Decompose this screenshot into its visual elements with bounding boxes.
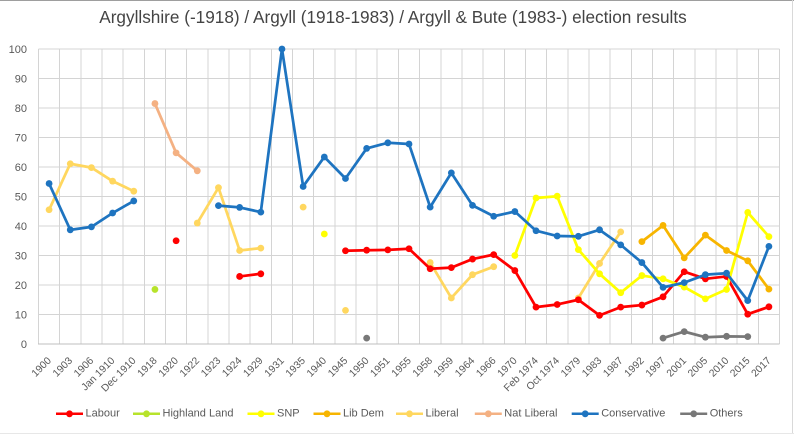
svg-text:80: 80 [15,103,27,115]
svg-text:90: 90 [15,73,27,85]
svg-text:Lib Dem: Lib Dem [343,408,384,420]
svg-text:0: 0 [21,339,27,351]
svg-text:SNP: SNP [277,408,300,420]
svg-text:50: 50 [15,191,27,203]
svg-text:10: 10 [15,309,27,321]
svg-text:20: 20 [15,280,27,292]
svg-text:30: 30 [15,250,27,262]
svg-text:Conservative: Conservative [601,408,665,420]
svg-text:Liberal: Liberal [426,408,459,420]
svg-text:Labour: Labour [86,408,121,420]
svg-text:40: 40 [15,221,27,233]
svg-text:Nat Liberal: Nat Liberal [504,408,557,420]
svg-text:Highland Land: Highland Land [163,408,234,420]
svg-text:Argyllshire (-1918) / Argyll (: Argyllshire (-1918) / Argyll (1918-1983)… [99,7,687,27]
svg-text:70: 70 [15,132,27,144]
svg-text:60: 60 [15,162,27,174]
svg-text:Others: Others [710,408,744,420]
svg-text:100: 100 [9,44,27,56]
